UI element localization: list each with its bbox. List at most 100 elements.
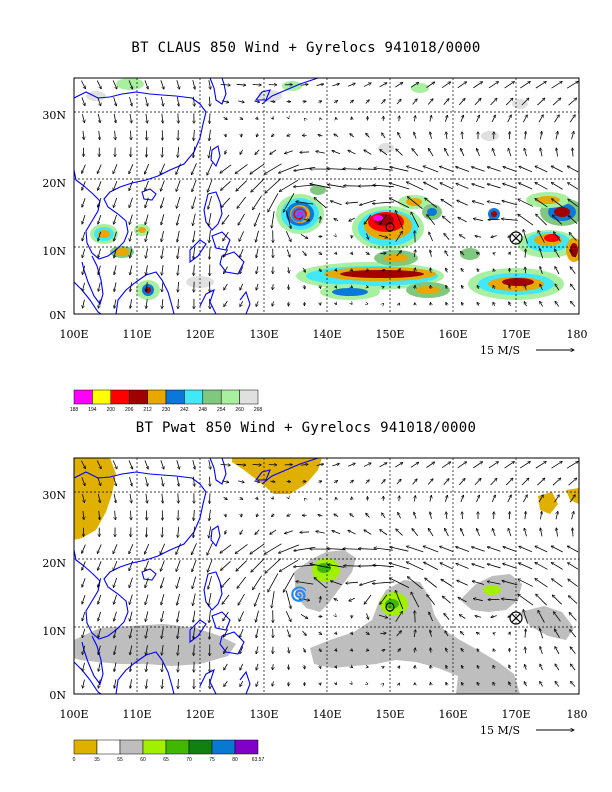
wind-vector: [207, 542, 213, 555]
wind-vector: [129, 97, 133, 106]
wind-vector: [82, 561, 86, 570]
wind-vector: [569, 612, 577, 621]
wind-vector: [474, 98, 481, 106]
wind-vector: [254, 592, 261, 607]
wind-vector: [330, 201, 342, 206]
colorbar-swatch: [202, 389, 222, 405]
wind-vector: [493, 253, 495, 254]
wind-vector: [415, 231, 416, 243]
wind-vector: [389, 578, 410, 589]
wind-vector: [82, 628, 86, 638]
wind-vector: [430, 115, 432, 122]
wind-vector: [332, 151, 341, 155]
wind-vector: [112, 460, 117, 469]
wind-vector: [396, 99, 401, 105]
wind-vector: [265, 178, 282, 194]
wind-vector: [82, 181, 86, 190]
wind-vector: [114, 645, 117, 655]
wind-vector: [221, 197, 231, 208]
wind-vector: [555, 266, 560, 275]
wind-vector: [82, 611, 86, 621]
wind-vector: [414, 250, 415, 258]
wind-vector: [406, 546, 424, 553]
wind-vector: [351, 252, 353, 254]
wind-vector: [128, 80, 133, 89]
wind-vector: [82, 299, 85, 309]
wind-vector: [224, 283, 228, 290]
wind-vector: [129, 197, 133, 208]
colorbar-swatch: [239, 389, 259, 405]
wind-vector: [493, 269, 494, 272]
wind-vector: [460, 495, 464, 503]
panel2-colorbar: 0 35 55 60 65 70 75 80 63.57: [73, 739, 264, 763]
wind-vector: [349, 597, 355, 601]
wind-vector: [426, 462, 435, 468]
wind-vector: [476, 528, 480, 537]
wind-vector: [176, 576, 181, 588]
wind-vector: [220, 561, 231, 570]
wind-vector: [236, 560, 248, 572]
colorbar-label: 35: [94, 757, 100, 763]
wind-vector: [256, 513, 257, 517]
wind-vector: [351, 666, 353, 667]
wind-vector: [82, 231, 86, 241]
colorbar-swatch: [128, 389, 148, 405]
wind-vector: [288, 301, 289, 306]
wind-vector: [509, 682, 511, 687]
wind-vector: [208, 213, 212, 226]
wind-vector: [398, 666, 399, 668]
wind-vector: [285, 611, 291, 622]
wind-vector: [115, 130, 116, 140]
wind-vector: [381, 650, 385, 651]
wind-vector: [145, 577, 149, 588]
wind-vector: [278, 544, 299, 553]
wind-vector: [113, 493, 116, 503]
wind-vector: [327, 184, 345, 188]
wind-vector: [381, 99, 385, 105]
wind-vector: [113, 560, 118, 570]
wind-vector: [209, 146, 212, 158]
wind-vector: [82, 494, 84, 503]
wind-vector: [220, 84, 231, 85]
wind-vector: [536, 594, 547, 606]
wind-vector: [382, 287, 384, 288]
wind-vector: [207, 162, 213, 175]
wind-vector: [508, 148, 512, 157]
wind-vector: [146, 679, 147, 688]
wind-vector: [236, 180, 248, 192]
wind-vector: [129, 560, 134, 571]
wind-vector: [327, 564, 345, 568]
wind-vector: [209, 610, 211, 623]
colorbar-swatch: [211, 739, 236, 755]
wind-vector: [348, 150, 356, 155]
wind-vector: [278, 164, 299, 173]
wind-vector: [398, 269, 401, 273]
wind-vector: [254, 481, 259, 482]
wind-vector: [456, 183, 469, 189]
wind-vector: [160, 460, 164, 469]
wind-vector: [81, 477, 85, 485]
wind-vector: [161, 611, 164, 622]
wind-vector: [288, 647, 289, 653]
wind-vector: [310, 564, 331, 569]
wind-vector: [540, 628, 544, 639]
wind-vector: [472, 564, 485, 569]
wind-vector: [556, 528, 557, 537]
wind-vector: [365, 480, 370, 484]
wind-vector: [414, 648, 415, 653]
wind-vector: [112, 80, 117, 89]
wind-vector: [507, 115, 512, 123]
wind-vector: [98, 282, 101, 292]
wind-vector: [161, 214, 165, 225]
wind-vector: [334, 218, 339, 220]
wind-vector: [555, 284, 560, 291]
wind-vector: [568, 478, 577, 486]
wind-vector: [113, 477, 117, 486]
wind-vector: [358, 549, 377, 550]
wind-vector: [319, 269, 321, 272]
wind-vector: [509, 632, 511, 635]
wind-vector: [207, 559, 213, 572]
wind-vector: [396, 529, 403, 536]
wind-vector: [446, 285, 447, 289]
